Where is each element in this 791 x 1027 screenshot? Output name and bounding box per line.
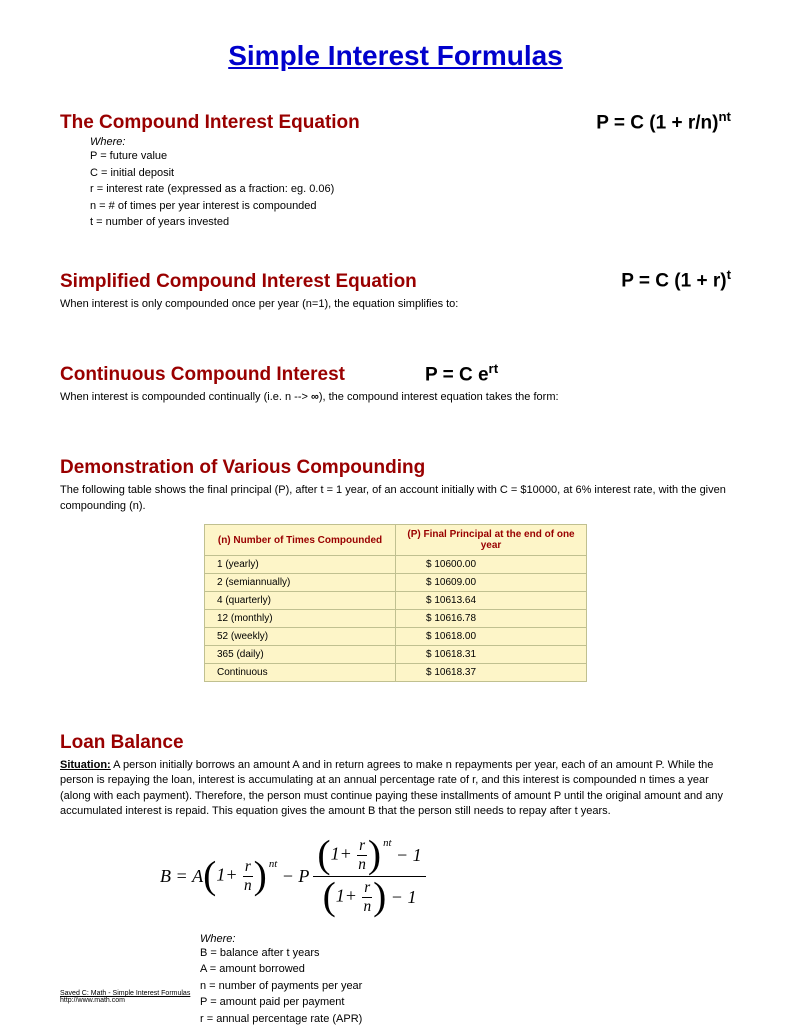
section-4-text: The following table shows the final prin… (60, 483, 731, 514)
table-row: 365 (daily)$ 10618.31 (205, 646, 587, 664)
formula-superscript: t (727, 267, 731, 282)
table-row: 4 (quarterly)$ 10613.64 (205, 592, 587, 610)
section-1-definitions: P = future value C = initial deposit r =… (90, 148, 731, 231)
section-5-heading: Loan Balance (60, 732, 184, 754)
def-r: r = interest rate (expressed as a fracti… (90, 181, 731, 198)
def-t: t = number of years invested (90, 214, 731, 231)
section-1-header: The Compound Interest Equation P = C (1 … (60, 92, 731, 136)
section-3-heading: Continuous Compound Interest (60, 364, 345, 386)
where-label: Where: (90, 136, 731, 148)
section-2-header: Simplified Compound Interest Equation P … (60, 251, 731, 295)
table-row: 2 (semiannually)$ 10609.00 (205, 574, 587, 592)
table-header-p: (P) Final Principal at the end of one ye… (396, 525, 587, 556)
page-title: Simple Interest Formulas (60, 40, 731, 72)
where-label-2: Where: (200, 933, 731, 945)
def-n2: n = number of payments per year (200, 978, 731, 995)
formula-superscript: rt (489, 361, 499, 376)
section-5-text: Situation: A person initially borrows an… (60, 758, 731, 820)
table-row: 52 (weekly)$ 10618.00 (205, 628, 587, 646)
table-header-n: (n) Number of Times Compounded (205, 525, 396, 556)
def-p2: P = amount paid per payment (200, 994, 731, 1011)
footer-source: Saved C: Math - Simple Interest Formulas (60, 990, 190, 997)
section-2-formula: P = C (1 + r)t (621, 267, 731, 292)
section-4-heading: Demonstration of Various Compounding (60, 457, 425, 479)
section-5-definitions: B = balance after t years A = amount bor… (200, 945, 731, 1027)
section-3-formula: P = C ert (425, 361, 498, 386)
def-a: A = amount borrowed (200, 961, 731, 978)
footer-url: http://www.math.com (60, 997, 190, 1004)
def-n: n = # of times per year interest is comp… (90, 198, 731, 215)
def-r2: r = annual percentage rate (APR) (200, 1011, 731, 1027)
section-2-heading: Simplified Compound Interest Equation (60, 271, 417, 293)
loan-balance-formula: B = A ( 1+ rn ) nt − P (1+ rn)nt − 1 (1+… (160, 835, 731, 918)
def-p: P = future value (90, 148, 731, 165)
table-row: Continuous$ 10618.37 (205, 664, 587, 682)
section-2-text: When interest is only compounded once pe… (60, 297, 731, 312)
section-3-text: When interest is compounded continually … (60, 390, 731, 405)
formula-superscript: nt (718, 109, 731, 124)
table-row: 12 (monthly)$ 10616.78 (205, 610, 587, 628)
table-row: 1 (yearly)$ 10600.00 (205, 556, 587, 574)
section-3-header: Continuous Compound Interest P = C ert (60, 344, 731, 388)
def-c: C = initial deposit (90, 165, 731, 182)
def-b: B = balance after t years (200, 945, 731, 962)
compounding-table: (n) Number of Times Compounded (P) Final… (204, 524, 587, 682)
section-1-formula: P = C (1 + r/n)nt (596, 109, 731, 134)
section-1-heading: The Compound Interest Equation (60, 112, 360, 134)
footer: Saved C: Math - Simple Interest Formulas… (60, 990, 190, 1004)
